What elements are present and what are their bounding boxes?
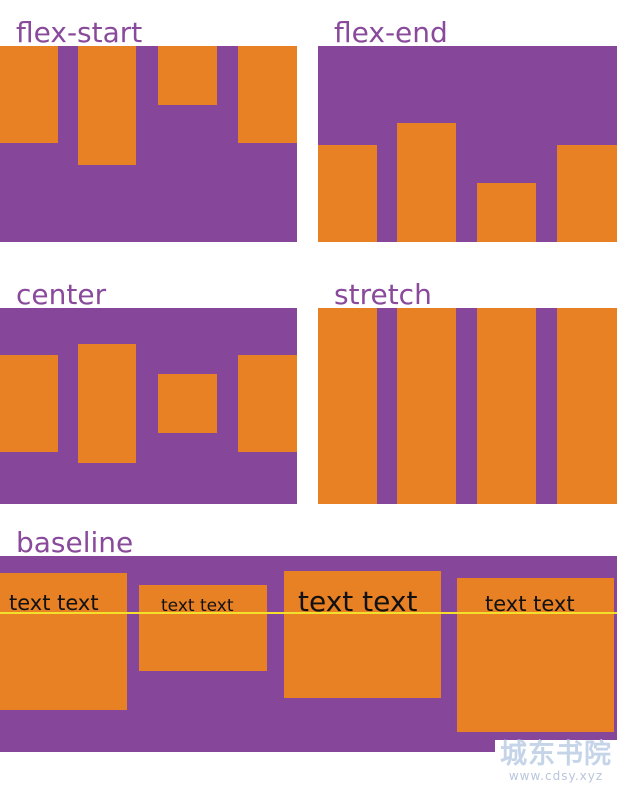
- flex-item: [557, 308, 617, 504]
- flex-item: [557, 145, 617, 242]
- baseline-guide-line: [0, 612, 617, 614]
- stretch-container: [318, 308, 617, 504]
- center-label: center: [16, 278, 107, 311]
- flex-item: text text: [0, 573, 127, 710]
- flex-item: [78, 46, 136, 165]
- baseline-label: baseline: [16, 526, 134, 559]
- item-text: text text: [485, 592, 575, 616]
- flex-item: [158, 374, 217, 433]
- flex-item: [397, 308, 456, 504]
- flex-start-label: flex-start: [16, 16, 143, 49]
- flex-item: [477, 308, 536, 504]
- stretch-label: stretch: [334, 278, 432, 311]
- flex-item: [78, 344, 136, 463]
- flex-item: [0, 46, 58, 143]
- flex-item: text text: [139, 585, 267, 671]
- watermark-url: www.cdsy.xyz: [508, 769, 604, 783]
- item-text: text text: [9, 591, 99, 615]
- center-container: [0, 308, 297, 504]
- flex-item: [0, 355, 58, 452]
- flex-end-label: flex-end: [334, 16, 448, 49]
- flex-item: [397, 123, 456, 242]
- item-text: text text: [161, 596, 234, 616]
- baseline-container: text text text text text text text text: [0, 556, 617, 752]
- flex-item: text text: [284, 571, 441, 698]
- watermark: 城东书院 www.cdsy.xyz: [495, 740, 617, 786]
- flex-item: [318, 145, 377, 242]
- flex-item: text text: [457, 578, 614, 732]
- flex-item: [238, 46, 297, 143]
- flex-item: [477, 183, 536, 242]
- watermark-name: 城东书院: [500, 739, 612, 770]
- item-text: text text: [298, 585, 418, 618]
- flex-end-container: [318, 46, 617, 242]
- flex-start-container: [0, 46, 297, 242]
- flex-item: [318, 308, 377, 504]
- flex-item: [238, 355, 297, 452]
- flex-item: [158, 46, 217, 105]
